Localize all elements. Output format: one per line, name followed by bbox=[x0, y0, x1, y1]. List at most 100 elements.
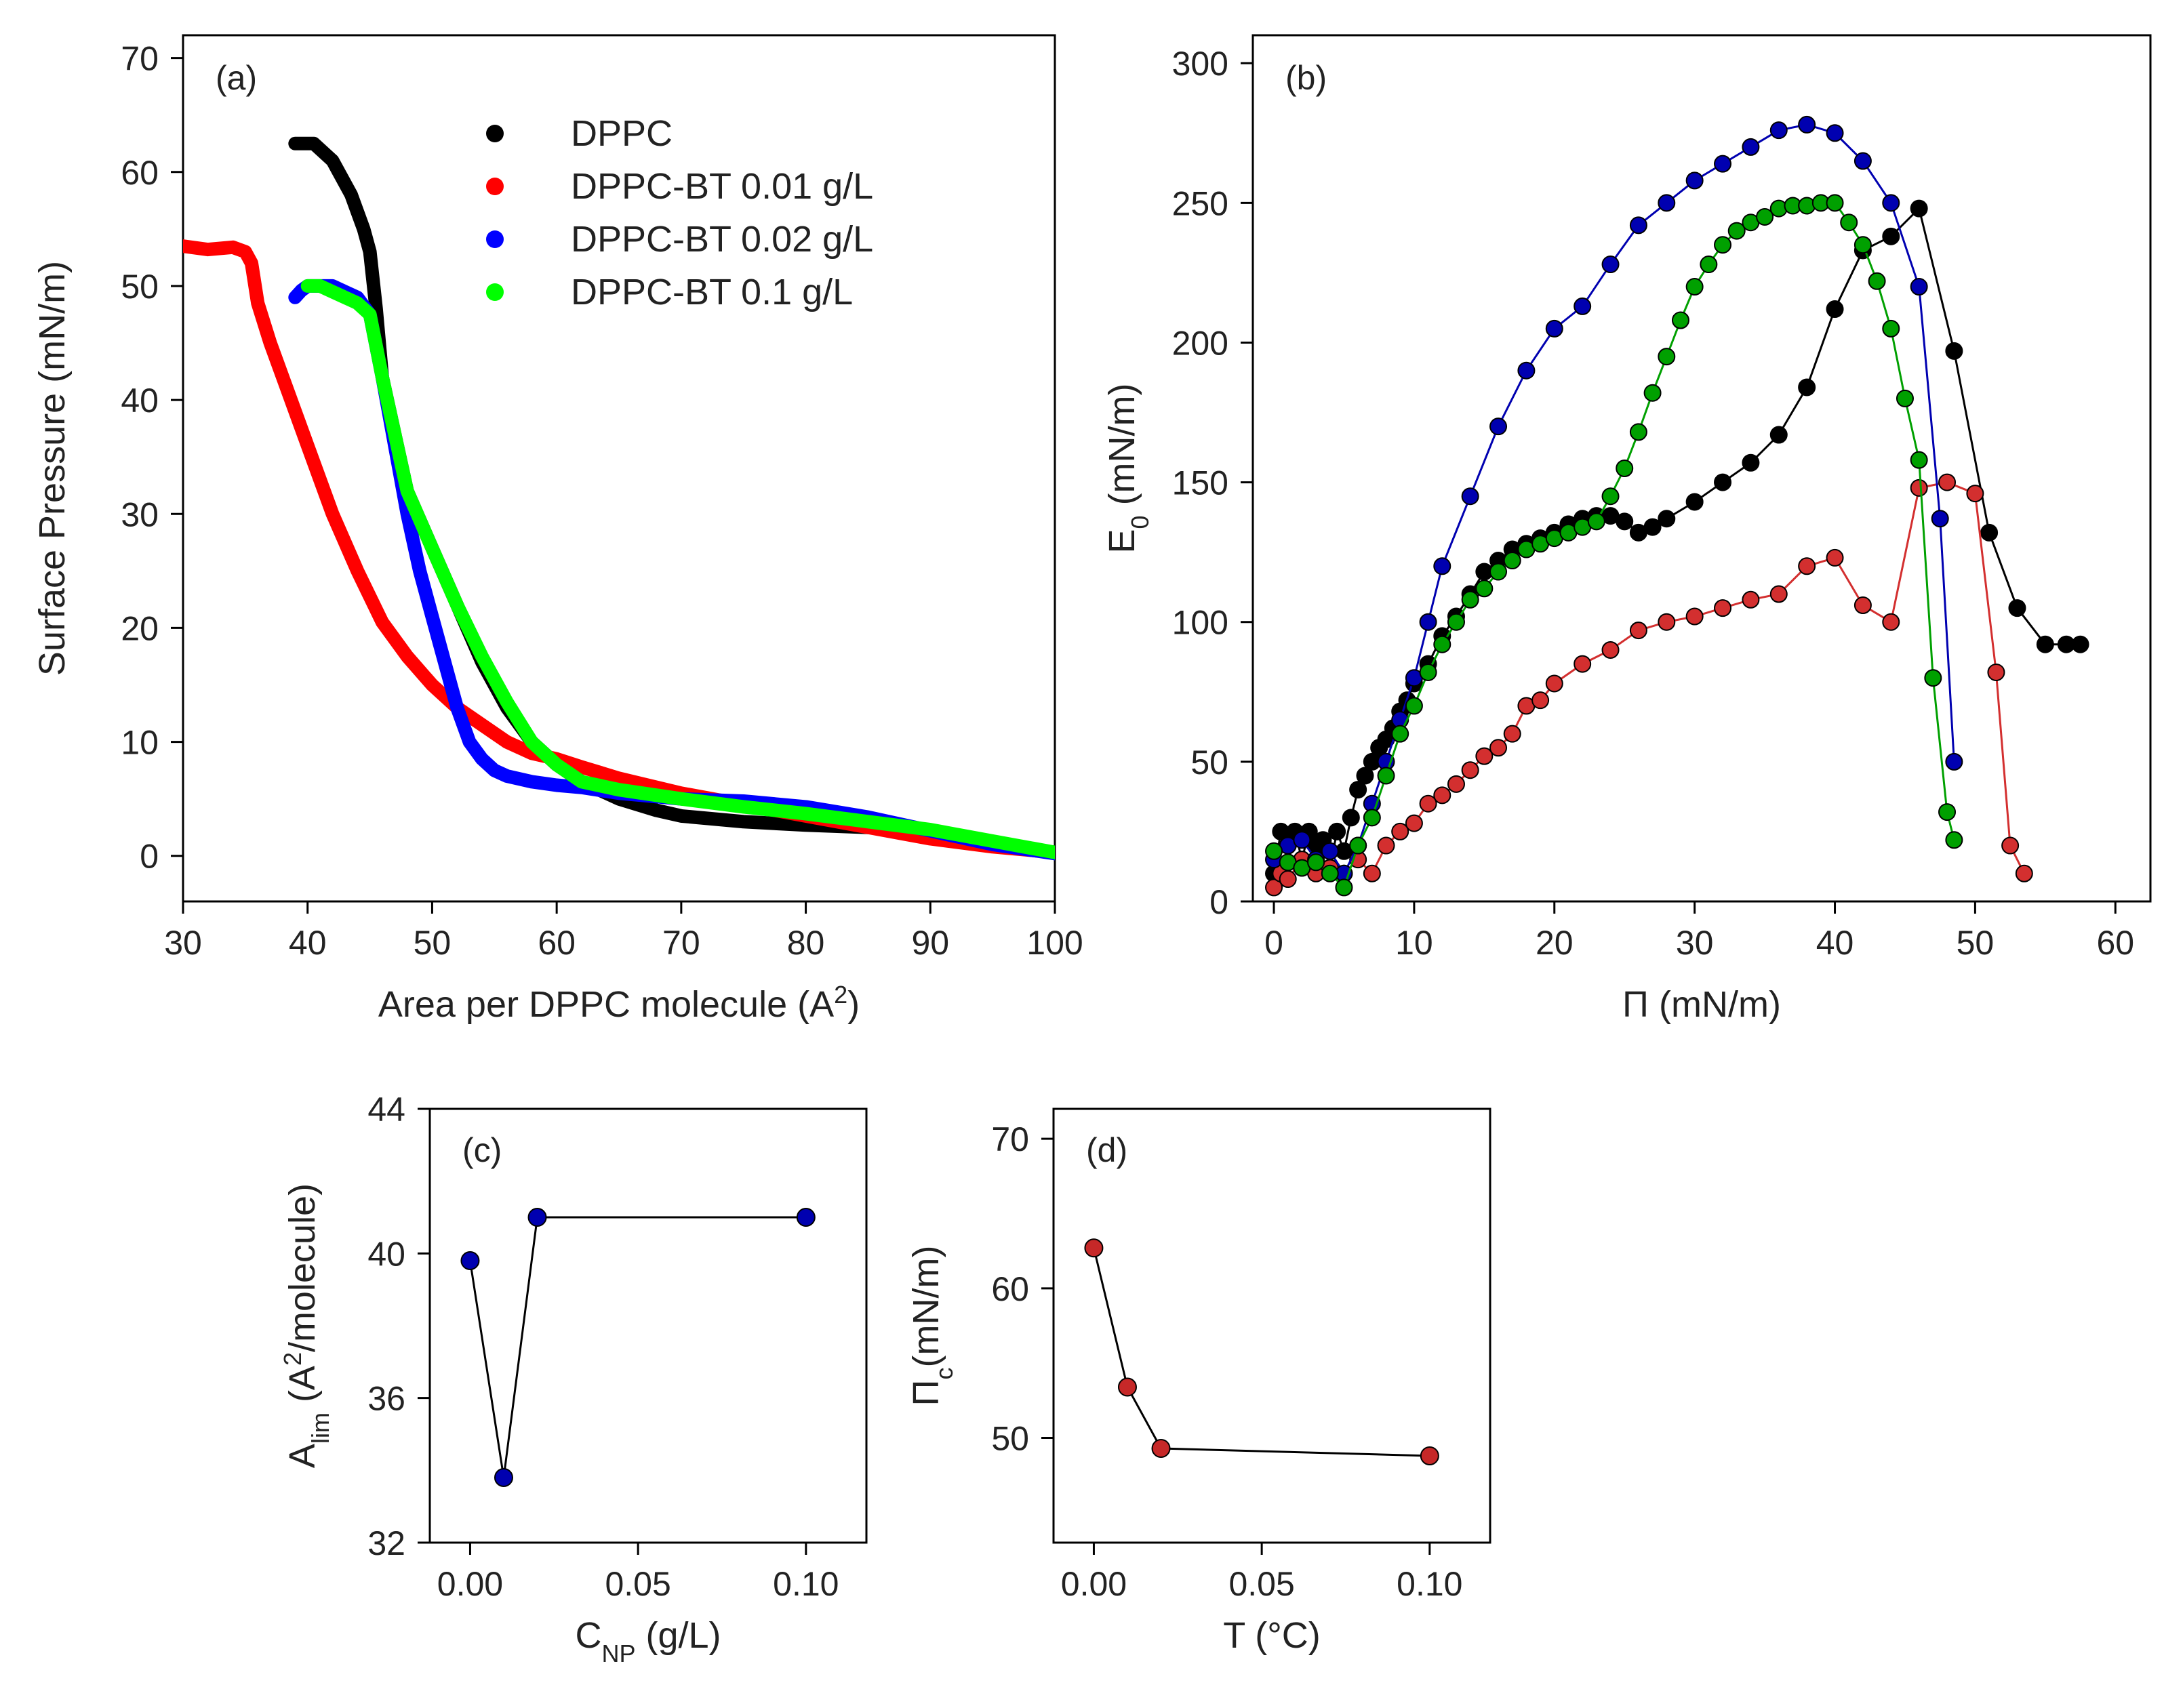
series-dppc-bt-0-01-g-l-point bbox=[1601, 640, 1620, 659]
y-tick-label: 50 bbox=[1190, 744, 1228, 781]
series-dppc-bt-0-1-g-l-point bbox=[1601, 487, 1620, 506]
series-dppc-bt-0-02-g-l-point bbox=[1769, 121, 1788, 140]
series-dppc-bt-0-01-g-l-point bbox=[1433, 786, 1451, 805]
series-dppc-bt-0-01-g-l-point bbox=[1279, 870, 1297, 889]
panel-label: (d) bbox=[1086, 1131, 1127, 1169]
series-dppc-bt-0-1-g-l-point bbox=[1433, 635, 1451, 653]
series-dppc-bt-0-01-g-l-point bbox=[1377, 836, 1395, 855]
series-dppc-bt-0-1-g-l-point bbox=[1854, 236, 1872, 254]
y-tick-label: 50 bbox=[121, 268, 159, 306]
series-dppc-bt-0-02-g-l-point bbox=[1545, 319, 1563, 338]
x-tick-label: 0.00 bbox=[437, 1565, 503, 1603]
series-dppc-bt-0-1-g-l-curve bbox=[300, 279, 1055, 859]
series-dppc-bt-0-1-g-l-point bbox=[1349, 836, 1367, 855]
x-tick-label: 0 bbox=[1264, 924, 1283, 962]
x-tick-label: 20 bbox=[1536, 924, 1574, 962]
series-dppc-bt-0-01-g-l-point bbox=[1769, 585, 1788, 603]
series-dppc-bt-0-1-g-l-point bbox=[1671, 311, 1689, 329]
series-dppc-bt-0-02-g-l-point bbox=[1945, 752, 1963, 771]
series-dppc-bt-0-1-g-l-point bbox=[1377, 767, 1395, 785]
series-dppc-bt-0-01-g-l-point bbox=[1475, 747, 1494, 765]
x-tick-label: 80 bbox=[787, 924, 825, 962]
x-tick-label: 0.05 bbox=[1228, 1565, 1294, 1603]
x-tick-label: 70 bbox=[662, 924, 700, 962]
x-tick-label: 60 bbox=[538, 924, 576, 962]
series-dppc-bt-0-1-g-l-point bbox=[1868, 272, 1886, 290]
series-dppc-bt-0-1-g-l-point bbox=[1700, 256, 1718, 274]
series-dppc-point bbox=[1643, 518, 1662, 536]
data-layer-a bbox=[183, 136, 1055, 861]
series-dppc-bt-0-01-g-l-point bbox=[1714, 599, 1732, 617]
x-axis-label: Area per DPPC molecule (A2) bbox=[378, 981, 860, 1025]
series-dppc-point bbox=[1798, 378, 1816, 396]
series-dppc-point bbox=[1342, 809, 1360, 827]
series-dppc-bt-0-1-g-l-point bbox=[1840, 214, 1858, 232]
y-tick-label: 50 bbox=[991, 1420, 1029, 1458]
series-dppc-bt-0-1-g-l-point bbox=[1335, 878, 1353, 897]
series-dppc-point bbox=[1945, 342, 1963, 360]
series-dppc-bt-0-01-g-l-point bbox=[1461, 761, 1479, 779]
plot-frame-d bbox=[1052, 1107, 1491, 1544]
panel-label: (c) bbox=[462, 1131, 502, 1169]
x-tick-label: 50 bbox=[414, 924, 452, 962]
y-tick-label: 200 bbox=[1172, 324, 1228, 362]
series-dppc-bt-0-1-g-l-point bbox=[1826, 194, 1844, 212]
series-dppc-bt-0-1-g-l-point bbox=[1658, 348, 1676, 366]
series-pi-c-line bbox=[1092, 1247, 1430, 1457]
series-dppc-bt-0-02-g-l-curve bbox=[288, 279, 1055, 861]
y-tick-label: 40 bbox=[367, 1235, 405, 1273]
series-dppc-bt-0-1-g-l-point bbox=[1629, 423, 1647, 441]
x-tick-label: 0.00 bbox=[1061, 1565, 1127, 1603]
x-tick-label: 30 bbox=[1676, 924, 1714, 962]
series-dppc-point bbox=[1328, 822, 1346, 840]
series-dppc-bt-0-01-g-l-point bbox=[1987, 663, 2005, 681]
y-tick-label: 30 bbox=[121, 495, 159, 533]
series-dppc-bt-0-01-g-l-line bbox=[1273, 481, 2026, 889]
y-tick-label: 0 bbox=[1209, 883, 1228, 921]
series-dppc-point bbox=[1910, 199, 1928, 218]
y-tick-label: 44 bbox=[367, 1091, 405, 1128]
series-dppc-bt-0-02-g-l-point bbox=[1433, 557, 1451, 575]
series-dppc-bt-0-02-g-l-point bbox=[1574, 297, 1592, 315]
x-tick-label: 60 bbox=[2096, 924, 2134, 962]
y-axis-label: Alim (A2/molecule) bbox=[279, 1183, 334, 1468]
series-a-lim-point bbox=[796, 1208, 816, 1227]
y-tick-label: 150 bbox=[1172, 464, 1228, 502]
series-dppc-bt-0-01-g-l-point bbox=[1265, 878, 1283, 897]
series-dppc-bt-0-01-g-l-point bbox=[1629, 622, 1647, 640]
legend-entry: DPPC bbox=[571, 113, 673, 154]
y-tick-label: 70 bbox=[991, 1120, 1029, 1158]
panel-label: (a) bbox=[216, 59, 257, 97]
x-axis-label: Π (mN/m) bbox=[1622, 984, 1781, 1025]
series-dppc-bt-0-02-g-l-point bbox=[1685, 171, 1704, 190]
series-dppc-bt-0-01-g-l-point bbox=[1966, 485, 1984, 503]
panel-c: 0.00 0.05 0.10 32 36 40 44 (c) CNP (g/L) Alim (A2… bbox=[279, 1091, 868, 1667]
y-tick-label: 60 bbox=[121, 154, 159, 192]
series-dppc-bt-0-01-g-l-point bbox=[1658, 613, 1676, 631]
series-dppc-line bbox=[1273, 206, 2081, 874]
y-tick-label: 100 bbox=[1172, 604, 1228, 642]
series-dppc-bt-0-01-g-l-point bbox=[1882, 613, 1900, 631]
series-dppc-bt-0-1-g-l-point bbox=[1447, 613, 1465, 631]
panel-label: (b) bbox=[1285, 59, 1327, 97]
panel-b: 0 10 20 30 40 50 60 0 50 100 150 200 250 300 (b) Π (mN/… bbox=[1102, 34, 2152, 1025]
series-dppc-bt-0-01-g-l-point bbox=[1854, 596, 1872, 615]
series-dppc-point bbox=[1349, 781, 1367, 799]
series-dppc-bt-0-01-g-l-point bbox=[1742, 590, 1760, 609]
series-dppc-bt-0-1-g-l-point bbox=[1910, 451, 1928, 469]
plot-frame-c bbox=[428, 1107, 868, 1544]
series-dppc-bt-0-1-g-l-point bbox=[1727, 222, 1746, 240]
series-dppc-bt-0-01-g-l-point bbox=[1574, 655, 1592, 673]
x-tick-label: 30 bbox=[164, 924, 202, 962]
series-dppc-bt-0-01-g-l-point bbox=[2015, 864, 2033, 882]
series-dppc-point bbox=[1980, 523, 1999, 542]
series-dppc-bt-0-02-g-l-point bbox=[1601, 256, 1620, 274]
y-axis-label: Πc(mN/m) bbox=[906, 1246, 958, 1406]
series-pi-c-point bbox=[1117, 1377, 1137, 1397]
legend: DPPC DPPC-BT 0.01 g/L DPPC-BT 0.02 g/L DPPC… bbox=[486, 113, 873, 312]
series-dppc-bt-0-01-g-l-point bbox=[2001, 836, 2020, 855]
legend-marker bbox=[486, 230, 504, 248]
y-tick-label: 40 bbox=[121, 382, 159, 420]
legend-entry: DPPC-BT 0.1 g/L bbox=[571, 272, 853, 312]
